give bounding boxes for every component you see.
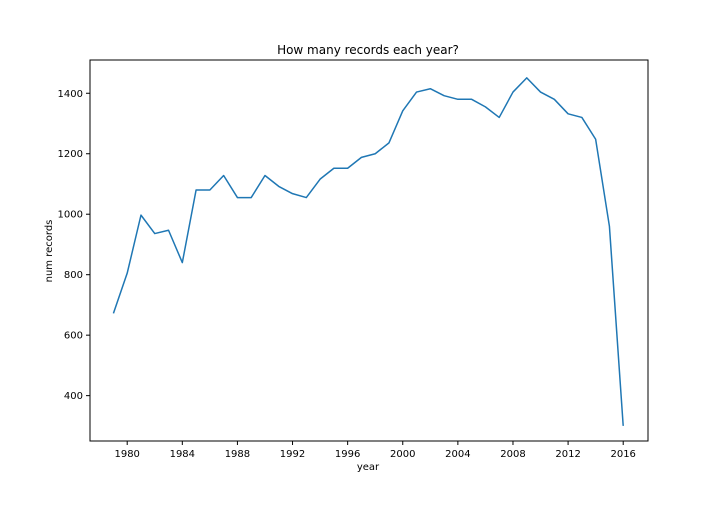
x-tick-label: 1980 <box>114 449 139 460</box>
x-axis: 1980 1984 1988 1992 1996 2000 2004 2008 2012 2016 <box>114 441 636 460</box>
y-tick-label: 600 <box>64 331 83 342</box>
data-point <box>443 95 445 97</box>
data-point <box>292 193 294 195</box>
chart-title: How many records each year? <box>277 43 459 57</box>
x-tick-label: 1992 <box>280 449 305 460</box>
y-axis: 400 600 800 1000 1200 1400 <box>58 89 90 402</box>
x-axis-label: year <box>357 462 380 473</box>
data-point <box>126 272 128 274</box>
data-point <box>567 113 569 115</box>
data-point <box>540 91 542 93</box>
data-point <box>305 197 307 199</box>
y-tick-label: 1200 <box>58 149 83 160</box>
data-point <box>264 175 266 177</box>
data-point <box>250 197 252 199</box>
data-point <box>429 88 431 90</box>
x-tick-label: 1984 <box>170 449 195 460</box>
x-tick-label: 2008 <box>500 449 525 460</box>
data-point <box>278 185 280 187</box>
x-tick-label: 2000 <box>390 449 415 460</box>
data-point <box>361 156 363 158</box>
data-point <box>471 98 473 100</box>
data-point <box>223 175 225 177</box>
y-tick-label: 800 <box>64 270 83 281</box>
data-point <box>237 197 239 199</box>
y-tick-label: 400 <box>64 391 83 402</box>
y-tick-label: 1400 <box>58 89 83 100</box>
data-point <box>526 77 528 79</box>
data-point <box>113 312 115 314</box>
data-point <box>140 214 142 216</box>
data-point <box>333 167 335 169</box>
data-point <box>195 189 197 191</box>
plot-frame <box>89 59 649 442</box>
data-point <box>181 262 183 264</box>
data-point <box>457 98 459 100</box>
data-point <box>319 178 321 180</box>
x-tick-label: 1996 <box>335 449 360 460</box>
series-line <box>112 77 624 426</box>
data-point <box>168 229 170 231</box>
data-point <box>388 142 390 144</box>
data-point <box>553 98 555 100</box>
data-point <box>581 117 583 119</box>
data-point <box>609 225 611 227</box>
x-tick-label: 2012 <box>555 449 580 460</box>
data-point <box>374 153 376 155</box>
y-tick-label: 1000 <box>58 210 83 221</box>
data-point <box>512 91 514 93</box>
data-point <box>209 189 211 191</box>
y-axis-label: num records <box>44 220 55 283</box>
x-tick-label: 2016 <box>610 449 635 460</box>
series-layer <box>112 77 624 427</box>
x-tick-label: 2004 <box>445 449 470 460</box>
data-point <box>498 117 500 119</box>
data-point <box>485 106 487 108</box>
data-point <box>595 138 597 140</box>
data-point <box>416 91 418 93</box>
data-point <box>154 233 156 235</box>
x-tick-label: 1988 <box>225 449 250 460</box>
data-point <box>622 425 624 427</box>
data-point <box>402 110 404 112</box>
data-point <box>347 167 349 169</box>
